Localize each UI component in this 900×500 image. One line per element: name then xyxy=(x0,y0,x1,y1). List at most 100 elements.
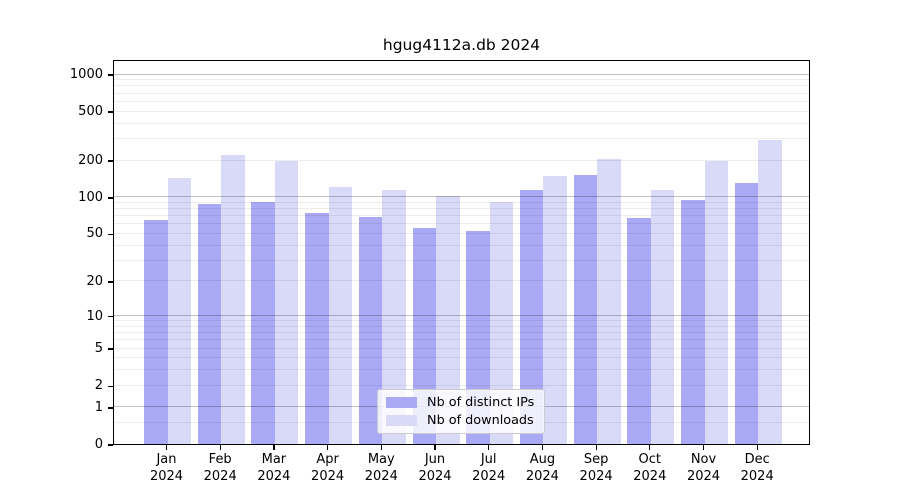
legend-label-distinct-ips: Nb of distinct IPs xyxy=(427,395,535,410)
y-tick-mark xyxy=(108,160,113,162)
plot-area: Nb of distinct IPs Nb of downloads xyxy=(113,60,810,445)
bar-aug-downloads xyxy=(543,176,567,444)
x-tick-mark xyxy=(219,445,221,450)
minor-gridline xyxy=(114,325,809,327)
y-tick-mark xyxy=(108,407,113,409)
x-tick-mark xyxy=(327,445,329,450)
legend: Nb of distinct IPs Nb of downloads xyxy=(377,389,545,434)
bar-jan-distinct-ips xyxy=(144,220,168,444)
bar-dec-downloads xyxy=(758,140,782,444)
minor-gridline xyxy=(114,332,809,334)
bar-aug-distinct-ips xyxy=(519,189,544,444)
y-tick-mark xyxy=(108,111,113,113)
x-tick-label: Nov 2024 xyxy=(686,452,721,484)
y-tick-mark xyxy=(108,315,113,318)
y-tick-label: 2 xyxy=(94,378,103,394)
minor-gridline xyxy=(114,244,809,246)
bar-nov-downloads xyxy=(704,161,728,444)
x-tick-label: Oct 2024 xyxy=(633,452,667,484)
bar-apr-distinct-ips xyxy=(305,212,329,444)
x-tick-label: Dec 2024 xyxy=(740,452,774,484)
y-tick-mark xyxy=(108,348,113,350)
x-tick-mark xyxy=(380,445,382,450)
bar-feb-downloads xyxy=(221,155,245,444)
bar-jun-downloads xyxy=(436,195,460,444)
legend-entry-distinct-ips: Nb of distinct IPs xyxy=(386,395,536,410)
x-tick-label: Sep 2024 xyxy=(579,452,613,484)
y-tick-label: 100 xyxy=(78,189,103,205)
y-tick-mark xyxy=(108,233,113,236)
minor-gridline xyxy=(114,122,809,124)
minor-gridline xyxy=(114,223,809,225)
minor-gridline xyxy=(114,208,809,210)
bar-apr-downloads xyxy=(328,186,353,444)
y-tick-label: 10 xyxy=(86,308,103,324)
x-tick-label: Aug 2024 xyxy=(525,452,559,484)
major-gridline xyxy=(114,73,809,75)
x-tick-label: Mar 2024 xyxy=(257,452,291,484)
bar-may-downloads xyxy=(382,189,406,444)
minor-gridline xyxy=(114,85,809,87)
y-tick-mark xyxy=(108,74,113,76)
chart-title: hgug4112a.db 2024 xyxy=(382,36,541,54)
x-tick-mark xyxy=(488,445,490,450)
x-tick-label: Feb 2024 xyxy=(203,452,237,484)
bar-dec-distinct-ips xyxy=(734,182,759,444)
minor-gridline xyxy=(114,159,809,161)
legend-entry-downloads: Nb of downloads xyxy=(386,413,536,428)
minor-gridline xyxy=(114,232,809,234)
bar-sep-distinct-ips xyxy=(573,175,598,444)
major-gridline xyxy=(114,315,809,317)
bar-sep-downloads xyxy=(597,159,621,444)
minor-gridline xyxy=(114,110,809,112)
minor-gridline xyxy=(114,384,809,386)
minor-gridline xyxy=(114,320,809,322)
x-tick-mark xyxy=(595,445,597,450)
x-tick-mark xyxy=(756,445,758,450)
legend-swatch-downloads xyxy=(386,415,417,426)
x-tick-label: Jun 2024 xyxy=(418,452,452,484)
bar-nov-distinct-ips xyxy=(681,200,705,444)
bar-jul-downloads xyxy=(489,201,514,444)
y-tick-label: 1000 xyxy=(69,67,103,83)
minor-gridline xyxy=(114,347,809,349)
bar-mar-downloads xyxy=(274,160,299,444)
x-tick-mark xyxy=(165,445,168,450)
y-tick-mark xyxy=(108,281,113,283)
legend-label-downloads: Nb of downloads xyxy=(427,413,534,428)
y-tick-label: 20 xyxy=(86,273,103,289)
minor-gridline xyxy=(114,79,809,81)
y-tick-mark xyxy=(108,197,113,199)
minor-gridline xyxy=(114,339,809,341)
bar-oct-distinct-ips xyxy=(627,218,651,444)
x-tick-label: Jul 2024 xyxy=(472,452,506,484)
legend-swatch-distinct-ips xyxy=(386,397,417,408)
bar-oct-downloads xyxy=(650,190,675,444)
x-tick-mark xyxy=(434,445,436,450)
x-tick-mark xyxy=(541,445,544,450)
x-tick-label: May 2024 xyxy=(364,452,398,484)
x-tick-label: Jan 2024 xyxy=(149,452,184,484)
minor-gridline xyxy=(114,215,809,217)
minor-gridline xyxy=(114,201,809,203)
bar-mar-distinct-ips xyxy=(251,201,275,444)
minor-gridline xyxy=(114,259,809,261)
y-tick-mark xyxy=(108,385,113,387)
bar-feb-distinct-ips xyxy=(197,203,222,444)
minor-gridline xyxy=(114,357,809,359)
y-tick-label: 200 xyxy=(78,153,103,169)
y-tick-mark xyxy=(108,444,113,446)
bar-may-distinct-ips xyxy=(358,217,383,444)
x-tick-label: Apr 2024 xyxy=(311,452,345,484)
y-tick-label: 0 xyxy=(94,437,103,452)
minor-gridline xyxy=(114,92,809,94)
bar-jan-downloads xyxy=(167,177,191,444)
y-tick-label: 500 xyxy=(78,104,103,120)
x-tick-mark xyxy=(273,445,275,450)
major-gridline xyxy=(114,196,809,198)
minor-gridline xyxy=(114,280,809,282)
x-tick-mark xyxy=(702,445,705,450)
minor-gridline xyxy=(114,100,809,102)
minor-gridline xyxy=(114,137,809,139)
x-tick-mark xyxy=(649,445,651,450)
